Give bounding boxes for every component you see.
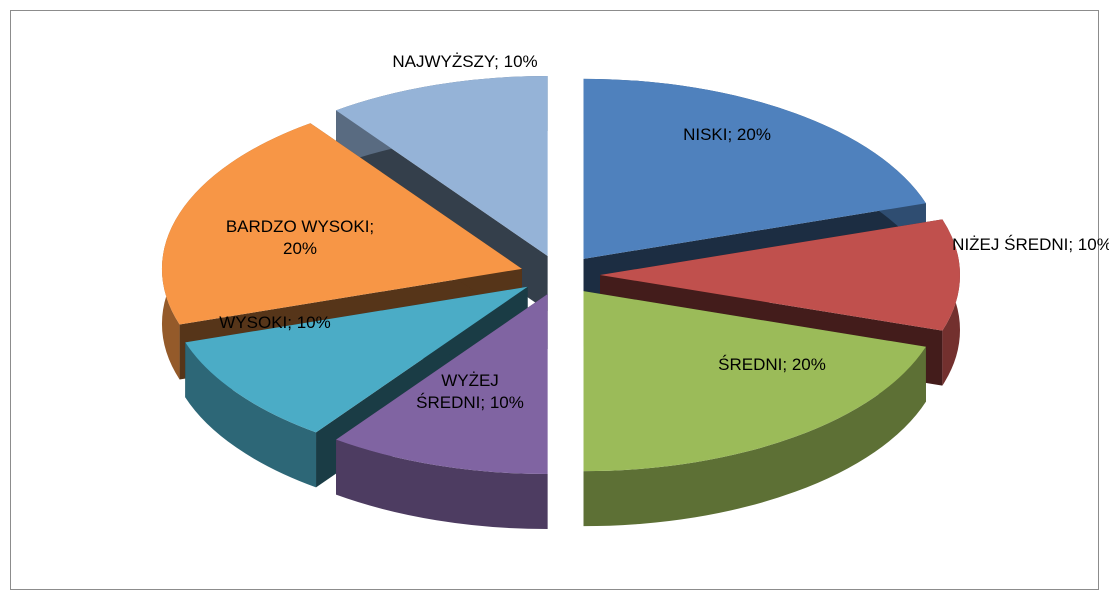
data-label-box: NIŻEJ ŚREDNI; 10% bbox=[952, 235, 1109, 254]
slice bbox=[600, 219, 961, 331]
data-label-box: BARDZO WYSOKI; 20% bbox=[225, 217, 375, 258]
slice-wall bbox=[185, 342, 317, 488]
data-label-box: NAJWYŻSZY; 10% bbox=[392, 52, 538, 71]
data-label: WYSOKI; 10% bbox=[219, 313, 331, 332]
data-label-box: WYŻEJ ŚREDNI; 10% bbox=[416, 371, 524, 412]
slice-wall bbox=[336, 439, 548, 530]
slice-wall bbox=[583, 346, 926, 527]
data-label-box: WYSOKI; 10% bbox=[219, 313, 331, 332]
data-label: WYŻEJ ŚREDNI; 10% bbox=[416, 371, 524, 412]
data-label: NAJWYŻSZY; 10% bbox=[392, 52, 538, 71]
data-label: NIŻEJ ŚREDNI; 10% bbox=[952, 235, 1109, 254]
data-label-box: NISKI; 20% bbox=[683, 125, 771, 144]
slice bbox=[336, 75, 548, 256]
slice bbox=[583, 78, 926, 259]
slice bbox=[185, 286, 528, 433]
data-label: NISKI; 20% bbox=[683, 125, 771, 144]
slice bbox=[336, 294, 548, 475]
data-label: ŚREDNI; 20% bbox=[718, 355, 826, 374]
data-label: BARDZO WYSOKI; 20% bbox=[225, 217, 375, 258]
data-label-box: ŚREDNI; 20% bbox=[718, 355, 826, 374]
slice bbox=[583, 291, 926, 472]
slice bbox=[161, 123, 522, 325]
